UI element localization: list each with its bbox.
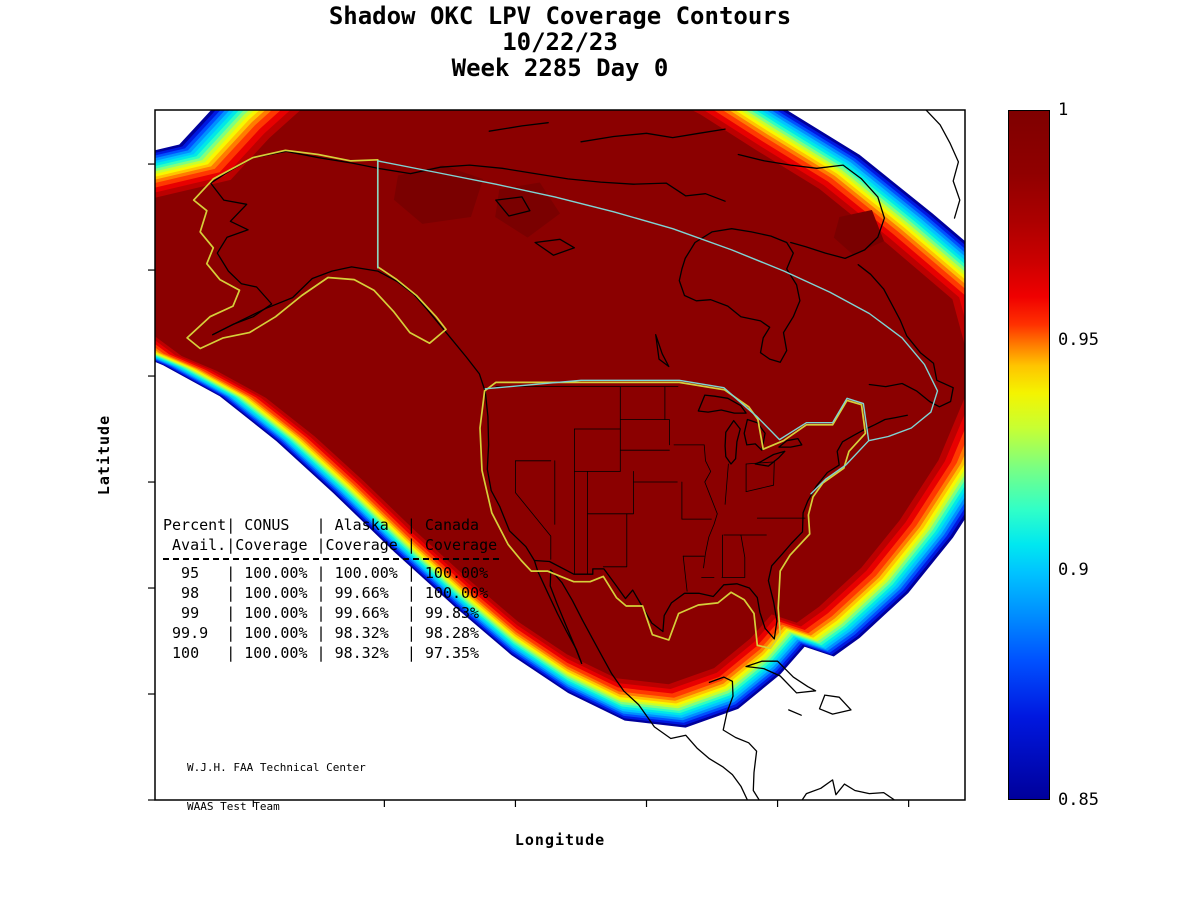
- coastline: [737, 153, 886, 260]
- state-border: [602, 513, 628, 568]
- stats-table-divider: [163, 558, 499, 560]
- colorbar-tick-label: 1: [1058, 100, 1069, 120]
- fir-boundary: [484, 379, 870, 495]
- contour-layers: [155, 110, 965, 800]
- coastline: [724, 419, 741, 465]
- coastline: [678, 228, 801, 363]
- stats-table-row: 95 | 100.00% | 100.00% | 100.00%: [163, 564, 489, 582]
- colorbar-tick-label: 0.85: [1058, 790, 1099, 810]
- coastline: [534, 238, 576, 256]
- colorbar: [1008, 110, 1050, 800]
- state-border: [745, 460, 775, 493]
- coastline: [697, 394, 747, 414]
- chart-subtitle-week: Week 2285 Day 0: [451, 54, 669, 82]
- x-tick-label: -140: [365, 812, 404, 815]
- stats-table-row: 98 | 100.00% | 99.66% | 100.00%: [163, 584, 489, 602]
- coastline: [210, 150, 726, 202]
- chart-title: Shadow OKC LPV Coverage Contours: [328, 2, 792, 30]
- stats-table-row: 99 | 100.00% | 99.66% | 99.83%: [163, 604, 480, 622]
- state-border: [703, 444, 718, 569]
- x-axis-label: Longitude: [514, 831, 606, 849]
- coastline: [743, 418, 766, 451]
- fir-boundary: [377, 160, 939, 442]
- colorbar-gradient: [1009, 111, 1049, 799]
- coastline: [484, 391, 583, 664]
- contour-dark-patch: [495, 182, 560, 238]
- x-tick-label: -80: [763, 812, 792, 815]
- state-border: [745, 461, 775, 465]
- coastline: [655, 334, 670, 368]
- credit-line-1: W.J.H. FAA Technical Center: [187, 761, 366, 774]
- coastline: [754, 450, 786, 467]
- state-border: [724, 463, 729, 505]
- chart-subtitle-date: 10/22/23: [502, 28, 618, 56]
- coverage-stats-lines: Percent| CONUS | Alaska | Canada Avail.|…: [163, 515, 499, 663]
- credit-block: W.J.H. FAA Technical Center WAAS Test Te…: [187, 735, 366, 839]
- coverage-stats-table: Percent| CONUS | Alaska | Canada Avail.|…: [163, 515, 499, 663]
- service-area-boundary: [479, 381, 867, 650]
- x-tick-label: -60: [894, 812, 923, 815]
- stats-table-header-line: Percent| CONUS | Alaska | Canada: [163, 516, 480, 534]
- coastline: [549, 569, 583, 664]
- colorbar-labels: 1 0.95 0.9 0.85: [1058, 100, 1128, 810]
- coastline: [210, 182, 273, 336]
- plot-border: [154, 109, 966, 801]
- coastline: [550, 569, 749, 800]
- contour-map-svg: -160-140-120-100-80-6010203040506070: [148, 109, 966, 815]
- coastline: [708, 676, 760, 800]
- coastline: [857, 264, 954, 408]
- coastline: [778, 437, 803, 448]
- service-area-boundary: [186, 149, 447, 350]
- x-tick-label: -160: [234, 812, 273, 815]
- credit-line-2: WAAS Test Team: [187, 800, 280, 813]
- state-border: [682, 555, 688, 592]
- coastline: [818, 694, 852, 715]
- coastline: [212, 266, 486, 393]
- coastline: [788, 709, 802, 716]
- stats-table-row: 100 | 100.00% | 98.32% | 97.35%: [163, 644, 480, 662]
- coastline: [801, 779, 896, 800]
- x-tick-label: -100: [627, 812, 666, 815]
- x-tick-label: -120: [496, 812, 535, 815]
- stats-table-row: 99.9 | 100.00% | 98.32% | 98.28%: [163, 624, 480, 642]
- coastline: [745, 660, 817, 694]
- contour-dark-patch: [393, 165, 484, 224]
- coastline: [662, 414, 908, 640]
- colorbar-tick-label: 0.9: [1058, 560, 1089, 580]
- coastline: [488, 122, 549, 132]
- state-border: [514, 460, 552, 560]
- coastline: [925, 110, 961, 219]
- stats-table-header-line: Avail.|Coverage |Coverage | Coverage: [163, 536, 498, 554]
- y-axis-label: Latitude: [95, 414, 113, 496]
- contour-interior: [155, 110, 965, 685]
- state-border: [740, 534, 746, 578]
- coastline: [495, 196, 531, 217]
- colorbar-tick-label: 0.95: [1058, 330, 1099, 350]
- coastline: [580, 128, 726, 143]
